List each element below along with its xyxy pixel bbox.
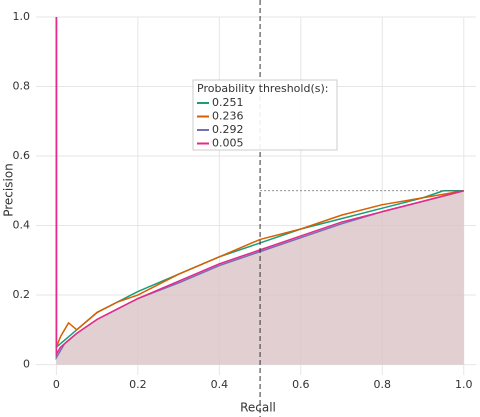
- legend: Probability threshold(s):0.2510.2360.292…: [192, 79, 338, 151]
- series-line: [55, 17, 464, 348]
- legend-label: 0.251: [212, 96, 244, 109]
- x-tick-label: 1.0: [455, 378, 473, 391]
- x-tick-label: 0.8: [374, 378, 392, 391]
- x-tick-label: 0.6: [292, 378, 310, 391]
- series-line: [55, 17, 464, 349]
- y-tick-label: 0.6: [13, 149, 31, 162]
- legend-label: 0.005: [212, 137, 244, 150]
- x-axis-label: Recall: [240, 401, 276, 415]
- series-line: [55, 17, 464, 357]
- y-tick-label: 0.4: [13, 219, 31, 232]
- x-tick-label: 0.4: [211, 378, 229, 391]
- legend-label: 0.236: [212, 110, 244, 123]
- y-tick-label: 0.8: [13, 80, 31, 93]
- y-tick-label: 1.0: [13, 10, 31, 23]
- x-tick-label: 0.2: [129, 378, 147, 391]
- legend-box: [192, 79, 338, 151]
- y-tick-label: 0.2: [13, 288, 31, 301]
- area: [56, 17, 464, 365]
- y-axis-label: Precision: [2, 163, 16, 217]
- y-tick-label: 0: [23, 358, 30, 371]
- x-tick-label: 0: [53, 378, 60, 391]
- legend-label: 0.292: [212, 123, 244, 136]
- legend-title: Probability threshold(s):: [197, 82, 328, 95]
